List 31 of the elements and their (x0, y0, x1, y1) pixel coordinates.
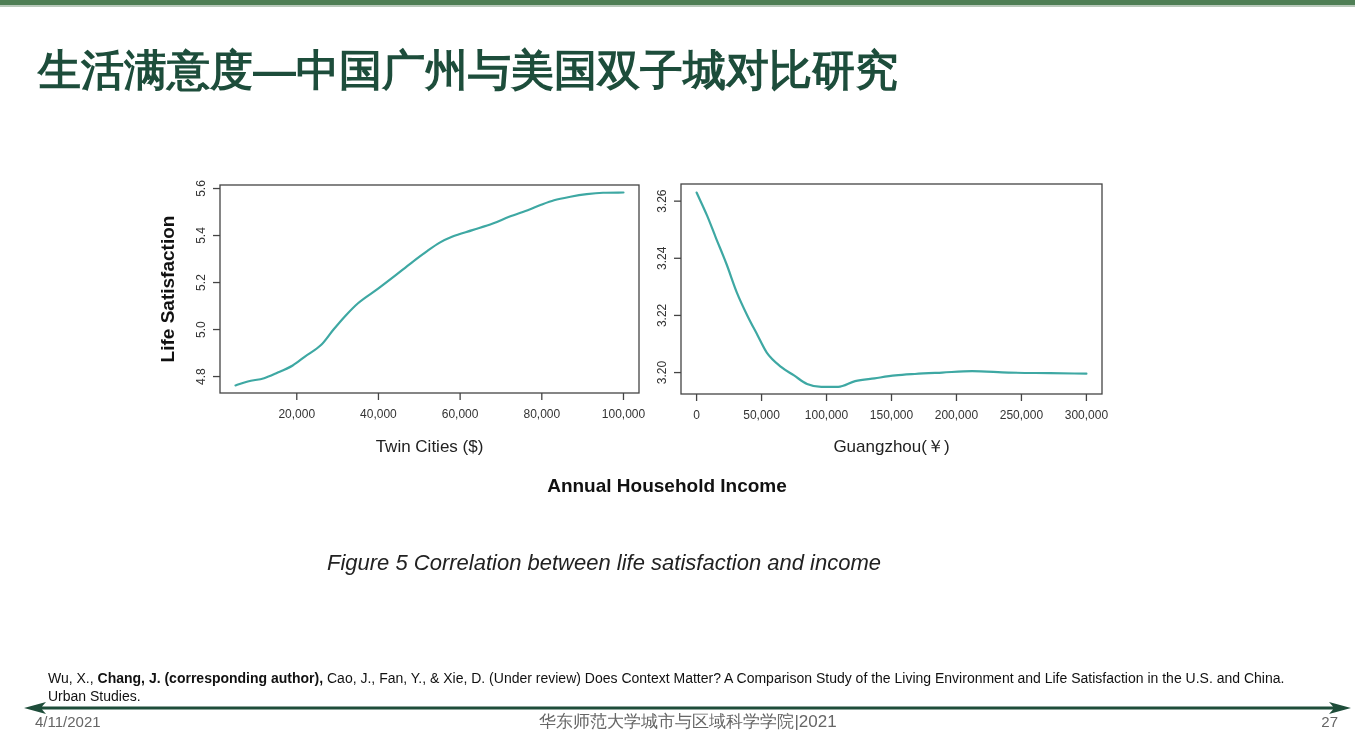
y-tick-label: 5.2 (194, 273, 208, 291)
y-tick-label: 5.0 (194, 320, 208, 338)
x-tick-label: 100,000 (601, 407, 646, 421)
y-tick-label: 4.8 (194, 367, 208, 385)
x-tick-label: 0 (693, 408, 701, 422)
y-tick-label: 5.4 (194, 226, 208, 244)
y-tick-label: 3.26 (655, 189, 669, 213)
x-tick-label: 60,000 (441, 407, 479, 421)
text: 4/11/2021 (35, 712, 101, 732)
y-tick-label: 3.24 (655, 246, 669, 270)
x-tick-label: 80,000 (523, 407, 561, 421)
x-axis-title: Guangzhou(￥) (833, 437, 950, 456)
caption: Figure 5 Correlation between life satisfaction and income (327, 549, 881, 577)
text: Annual Household Income (547, 474, 787, 498)
x-tick-label: 250,000 (999, 408, 1044, 422)
text: 27 (1321, 712, 1338, 732)
y-tick-label: 3.22 (655, 303, 669, 328)
chart-title: 生活满意度—中国广州与美国双子城对比研究 (38, 45, 898, 97)
x-tick-label: 40,000 (360, 407, 398, 421)
x-tick-label: 300,000 (1064, 408, 1109, 422)
x-tick-label: 200,000 (934, 408, 979, 422)
text: 华东师范大学城市与区域科学学院|2021 (539, 711, 837, 733)
y-tick-label: 3.20 (655, 360, 669, 385)
y-tick-label: 5.6 (194, 179, 208, 197)
x-tick-label: 50,000 (743, 408, 781, 422)
x-tick-label: 150,000 (869, 408, 914, 422)
x-tick-label: 20,000 (278, 407, 316, 421)
text: Wu, X., Chang, J. (corresponding author), Cao, J., Fan, Y., & Xie, D. (Under review) Does Context Matter? A Comparison Study of the Living Environment and Life Satisfaction in the U.S. and China. Urban Studies. (48, 670, 1285, 704)
x-axis-title: Twin Cities ($) (375, 437, 484, 456)
x-tick-label: 100,000 (804, 408, 849, 422)
y-axis-title: Life Satisfaction (156, 215, 178, 363)
